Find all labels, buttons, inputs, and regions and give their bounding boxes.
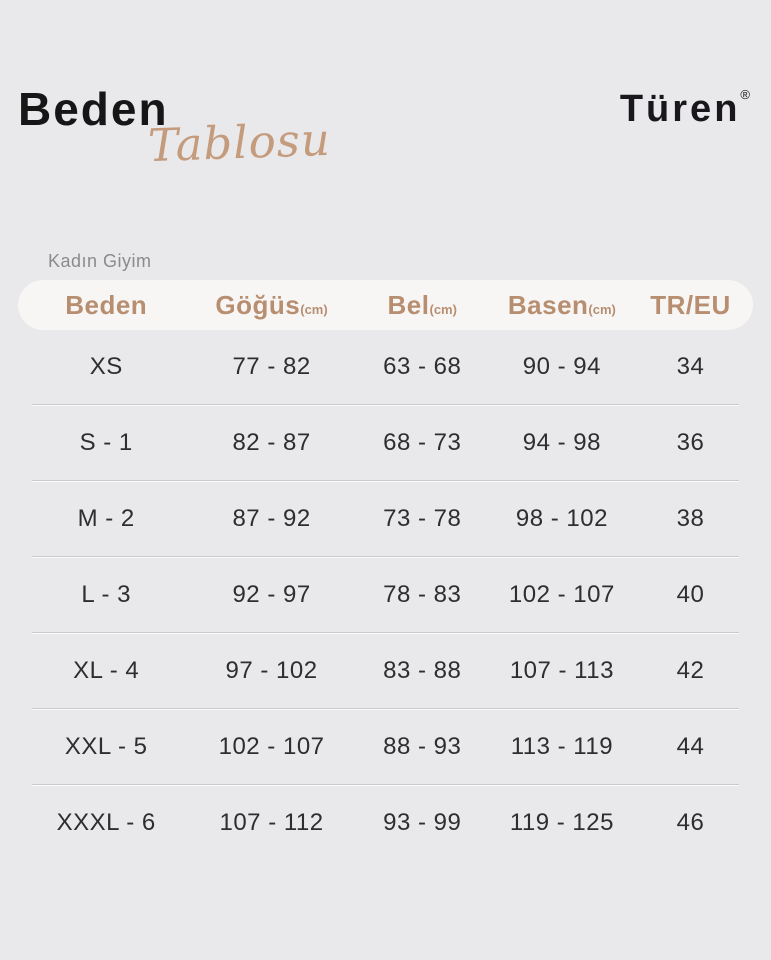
size-cell: L - 3 — [81, 581, 132, 608]
waist-cell: 73 - 78 — [383, 505, 462, 532]
hips-cell: 90 - 94 — [522, 353, 601, 380]
treu-cell: 46 — [676, 809, 705, 836]
row-divider — [32, 556, 739, 558]
size-cell: XXL - 5 — [64, 733, 148, 760]
treu-cell: 40 — [676, 581, 705, 608]
waist-cell: 63 - 68 — [383, 353, 462, 380]
hips-cell: 94 - 98 — [522, 429, 601, 456]
column-label: Bel — [387, 289, 430, 320]
chest-cell: 82 - 87 — [232, 429, 311, 456]
hips-cell: 107 - 113 — [509, 657, 614, 684]
row-divider — [32, 404, 739, 406]
chest-cell: 97 - 102 — [225, 657, 318, 684]
chest-cell: 107 - 112 — [219, 809, 324, 836]
hips-cell: 98 - 102 — [515, 505, 608, 532]
chest-cell: 77 - 82 — [232, 353, 311, 380]
column-header-chest: Göğüs(cm) — [194, 290, 348, 321]
size-cell: XS — [89, 353, 123, 380]
column-label: Beden — [65, 289, 148, 320]
size-cell: M - 2 — [77, 505, 135, 532]
chest-cell: 92 - 97 — [232, 581, 311, 608]
row-divider — [32, 632, 739, 634]
row-divider — [32, 708, 739, 710]
table-header: Beden Göğüs(cm) Bel(cm) Basen(cm) TR/EU — [18, 280, 753, 330]
treu-cell: 38 — [676, 505, 705, 532]
column-unit: (cm) — [429, 301, 457, 317]
waist-cell: 83 - 88 — [383, 657, 462, 684]
title-line1: Beden — [18, 83, 169, 135]
table-row: XS 77 - 82 63 - 68 90 - 94 34 — [18, 330, 753, 404]
chest-cell: 102 - 107 — [218, 733, 325, 760]
waist-cell: 93 - 99 — [383, 809, 462, 836]
size-cell: XL - 4 — [73, 657, 140, 684]
table-row: L - 3 92 - 97 78 - 83 102 - 107 40 — [18, 558, 753, 632]
treu-cell: 42 — [676, 657, 705, 684]
column-label: TR/EU — [650, 289, 731, 320]
size-cell: S - 1 — [79, 429, 133, 456]
table-row: XXL - 5 102 - 107 88 - 93 113 - 119 44 — [18, 710, 753, 784]
column-header-hips: Basen(cm) — [496, 290, 628, 321]
waist-cell: 88 - 93 — [383, 733, 462, 760]
column-unit: (cm) — [300, 301, 328, 317]
waist-cell: 78 - 83 — [383, 581, 462, 608]
column-header-size: Beden — [18, 290, 194, 321]
brand-logo-text: Türen — [619, 88, 741, 130]
column-header-treu: TR/EU — [628, 290, 753, 321]
table-body: XS 77 - 82 63 - 68 90 - 94 34 S - 1 82 -… — [18, 330, 753, 860]
page-title: Beden Tablosu — [18, 83, 338, 172]
hips-cell: 119 - 125 — [509, 809, 614, 836]
row-divider — [32, 480, 739, 482]
table-row: M - 2 87 - 92 73 - 78 98 - 102 38 — [18, 482, 753, 556]
chest-cell: 87 - 92 — [232, 505, 311, 532]
treu-cell: 44 — [676, 733, 705, 760]
registered-trademark-icon: ® — [740, 87, 750, 102]
hips-cell: 113 - 119 — [510, 733, 614, 760]
column-unit: (cm) — [588, 301, 616, 317]
title-line2: Tablosu — [147, 112, 332, 173]
treu-cell: 36 — [676, 429, 705, 456]
section-label: Kadın Giyim — [48, 251, 152, 271]
table-row: S - 1 82 - 87 68 - 73 94 - 98 36 — [18, 406, 753, 480]
column-header-waist: Bel(cm) — [349, 290, 496, 321]
treu-cell: 34 — [676, 353, 705, 380]
waist-cell: 68 - 73 — [383, 429, 462, 456]
row-divider — [32, 784, 739, 786]
column-label: Basen — [507, 289, 589, 320]
hips-cell: 102 - 107 — [508, 581, 615, 608]
size-cell: XXXL - 6 — [56, 809, 156, 836]
table-row: XL - 4 97 - 102 83 - 88 107 - 113 42 — [18, 634, 753, 708]
column-label: Göğüs — [215, 289, 301, 320]
brand-logo: Türen® — [620, 88, 750, 128]
table-row: XXXL - 6 107 - 112 93 - 99 119 - 125 46 — [18, 786, 753, 860]
